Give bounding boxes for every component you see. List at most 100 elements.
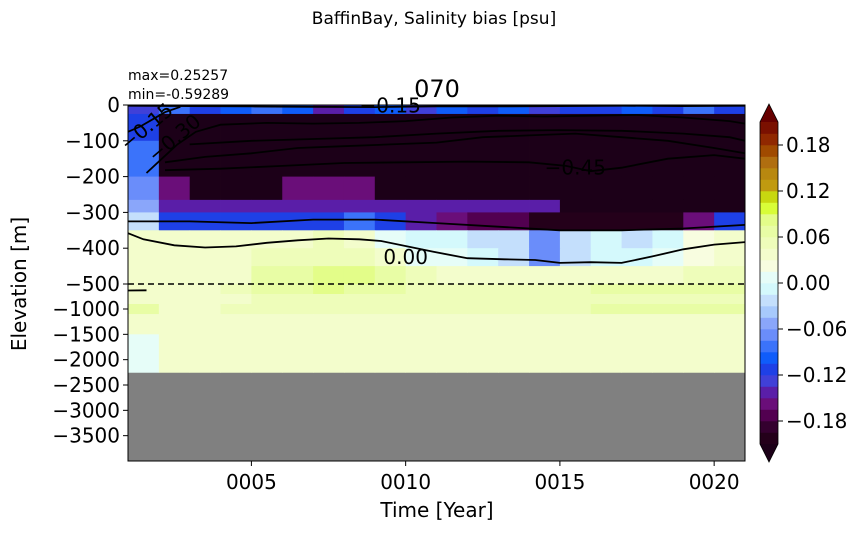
colorbar-segment — [760, 329, 778, 341]
contour-lines — [127, 104, 746, 292]
heatmap-cell — [128, 248, 160, 267]
y-tick-label: −2000 — [52, 348, 120, 372]
heatmap-cell — [590, 105, 622, 115]
heatmap-cell — [189, 248, 221, 267]
contour-line — [189, 129, 746, 146]
heatmap-cell — [128, 334, 160, 373]
heatmap-cell — [313, 105, 345, 115]
x-tick-label: 0015 — [534, 470, 585, 494]
heatmap-cell — [467, 140, 499, 177]
heatmap-cell — [405, 294, 437, 305]
heatmap-cell — [374, 266, 407, 285]
heatmap-cell — [128, 314, 160, 335]
heatmap-cell — [621, 334, 653, 373]
heatmap-cell — [282, 294, 314, 305]
heatmap-cell — [652, 199, 684, 213]
heatmap-cell — [621, 176, 653, 201]
heatmap-cell — [220, 105, 252, 115]
heatmap-cell — [529, 230, 561, 249]
heatmap-cell — [621, 284, 653, 295]
colorbar-segment — [760, 317, 778, 330]
heatmap-cell — [683, 334, 715, 373]
heatmap-cell — [251, 140, 283, 177]
heatmap-cell — [343, 334, 376, 373]
heatmap-cell — [590, 212, 622, 231]
heatmap-cell — [343, 199, 376, 213]
heatmap-cell — [559, 284, 592, 295]
heatmap-cell — [313, 230, 345, 249]
heatmap-cell — [374, 176, 407, 201]
heatmap-cell — [529, 199, 561, 213]
heatmap-cell — [467, 334, 499, 373]
colorbar-segment — [760, 248, 778, 261]
heatmap-cell — [189, 266, 221, 285]
heatmap-cell — [343, 105, 376, 115]
heatmap-cell — [128, 140, 160, 177]
heatmap-cell — [683, 199, 715, 213]
heatmap-cell — [282, 212, 314, 231]
heatmap-cell — [467, 284, 499, 295]
panel-title: 070 — [414, 75, 460, 103]
heatmap-cell — [220, 230, 252, 249]
heatmap-cell — [714, 199, 746, 213]
heatmap-cell — [436, 248, 468, 267]
heatmap-cell — [498, 230, 530, 249]
colorbar-segment — [760, 133, 778, 146]
colorbar-segment — [760, 294, 778, 307]
colorbar-segment — [760, 202, 778, 215]
heatmap-cell — [559, 105, 592, 115]
heatmap-cell — [529, 113, 561, 142]
heatmap-cell — [436, 294, 468, 305]
heatmap-cell — [220, 314, 252, 335]
heatmap-cell — [529, 314, 561, 335]
heatmap-cell — [436, 304, 468, 315]
heatmap-cell — [251, 199, 283, 213]
y-tick-label: −300 — [65, 200, 120, 224]
heatmap-cell — [652, 284, 684, 295]
x-tick-label: 0005 — [226, 470, 277, 494]
heatmap-cell — [529, 284, 561, 295]
heatmap-cell — [559, 314, 592, 335]
heatmap-cell — [405, 248, 437, 267]
heatmap-cell — [189, 105, 221, 115]
heatmap-cell — [220, 334, 252, 373]
y-tick-label: −3000 — [52, 398, 120, 422]
heatmap-cell — [590, 304, 622, 315]
heatmap-cell — [158, 294, 191, 305]
heatmap-cell — [498, 304, 530, 315]
max-stat: max=0.25257 — [128, 68, 228, 84]
heatmap-cell — [652, 294, 684, 305]
heatmap-cell — [220, 199, 252, 213]
heatmap-cell — [683, 105, 715, 115]
heatmap-cell — [251, 105, 283, 115]
colorbar-segment — [760, 122, 778, 134]
heatmap-cell — [405, 230, 437, 249]
heatmap-cell — [189, 176, 221, 201]
heatmap-cell — [220, 248, 252, 267]
heatmap-cell — [282, 176, 314, 201]
heatmap-cell — [559, 212, 592, 231]
heatmap-cell — [436, 334, 468, 373]
heatmap-cell — [158, 314, 191, 335]
heatmap-cell — [405, 176, 437, 201]
y-tick-label: −500 — [65, 272, 120, 296]
heatmap-cell — [282, 140, 314, 177]
heatmap-cell — [621, 304, 653, 315]
heatmap-cell — [467, 294, 499, 305]
colorbar-segment — [760, 225, 778, 238]
heatmap-cell — [436, 314, 468, 335]
heatmap-cell — [128, 176, 160, 201]
heatmap-cell — [251, 334, 283, 373]
heatmap-cell — [436, 140, 468, 177]
x-axis-label: Time [Year] — [379, 498, 493, 522]
heatmap-cell — [652, 113, 684, 142]
heatmap-cell — [498, 176, 530, 201]
heatmap-cell — [559, 230, 592, 249]
heatmap-cell — [590, 248, 622, 267]
heatmap-cell — [652, 266, 684, 285]
heatmap-cell — [158, 176, 191, 201]
heatmap-cell — [189, 294, 221, 305]
heatmap-cell — [158, 284, 191, 295]
heatmap-cell — [313, 176, 345, 201]
heatmap-cell — [436, 230, 468, 249]
